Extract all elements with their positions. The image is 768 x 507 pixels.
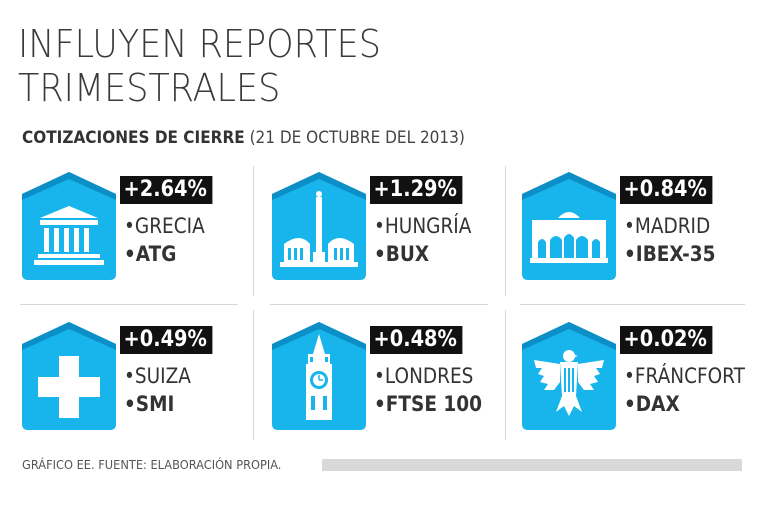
divider bbox=[520, 304, 745, 305]
subtitle-label: COTIZACIONES DE CIERRE bbox=[22, 128, 245, 148]
subtitle-date: (21 DE OCTUBRE DEL 2013) bbox=[249, 128, 465, 148]
parthenon-icon bbox=[20, 170, 118, 282]
country-label: •SUIZA bbox=[124, 364, 191, 388]
divider bbox=[253, 166, 254, 296]
market-card-francfort: +0.02% •FRÁNCFORT •DAX bbox=[500, 308, 745, 448]
divider bbox=[505, 166, 506, 296]
change-value: +0.84% bbox=[620, 176, 713, 204]
change-value: +0.49% bbox=[120, 326, 213, 354]
footer-rule bbox=[322, 459, 742, 471]
title-line-2: TRIMESTRALES bbox=[18, 66, 281, 110]
heroes-square-icon bbox=[270, 170, 368, 282]
index-label: •BUX bbox=[374, 242, 430, 266]
divider bbox=[270, 304, 488, 305]
change-value: +2.64% bbox=[120, 176, 213, 204]
divider bbox=[20, 304, 238, 305]
country-label: •LONDRES bbox=[374, 364, 474, 388]
change-value: +0.48% bbox=[370, 326, 463, 354]
market-card-londres: +0.48% •LONDRES •FTSE 100 bbox=[250, 308, 490, 448]
index-label: •IBEX-35 bbox=[624, 242, 716, 266]
country-label: •GRECIA bbox=[124, 214, 205, 238]
source-note: GRÁFICO EE. FUENTE: ELABORACIÓN PROPIA. bbox=[22, 458, 282, 472]
title-line-1: INFLUYEN REPORTES bbox=[18, 22, 381, 66]
country-label: •HUNGRÍA bbox=[374, 214, 472, 238]
index-label: •FTSE 100 bbox=[374, 392, 482, 416]
swiss-cross-icon bbox=[20, 320, 118, 432]
big-ben-icon bbox=[270, 320, 368, 432]
index-label: •ATG bbox=[124, 242, 177, 266]
market-card-suiza: +0.49% •SUIZA •SMI bbox=[0, 308, 240, 448]
index-label: •SMI bbox=[124, 392, 175, 416]
markets-grid: +2.64% •GRECIA •ATG bbox=[0, 158, 768, 448]
german-eagle-icon bbox=[520, 320, 618, 432]
market-card-grecia: +2.64% •GRECIA •ATG bbox=[0, 158, 240, 298]
market-card-hungria: +1.29% •HUNGRÍA •BUX bbox=[250, 158, 490, 298]
divider bbox=[505, 310, 506, 440]
subtitle: COTIZACIONES DE CIERRE (21 DE OCTUBRE DE… bbox=[22, 128, 465, 148]
alcala-gate-icon bbox=[520, 170, 618, 282]
country-label: •MADRID bbox=[624, 214, 711, 238]
change-value: +0.02% bbox=[620, 326, 713, 354]
page-title: INFLUYEN REPORTES TRIMESTRALES bbox=[18, 22, 381, 110]
index-label: •DAX bbox=[624, 392, 680, 416]
change-value: +1.29% bbox=[370, 176, 463, 204]
divider bbox=[253, 310, 254, 440]
country-label: •FRÁNCFORT bbox=[624, 364, 745, 388]
market-card-madrid: +0.84% •MADRID •IBEX-35 bbox=[500, 158, 740, 298]
